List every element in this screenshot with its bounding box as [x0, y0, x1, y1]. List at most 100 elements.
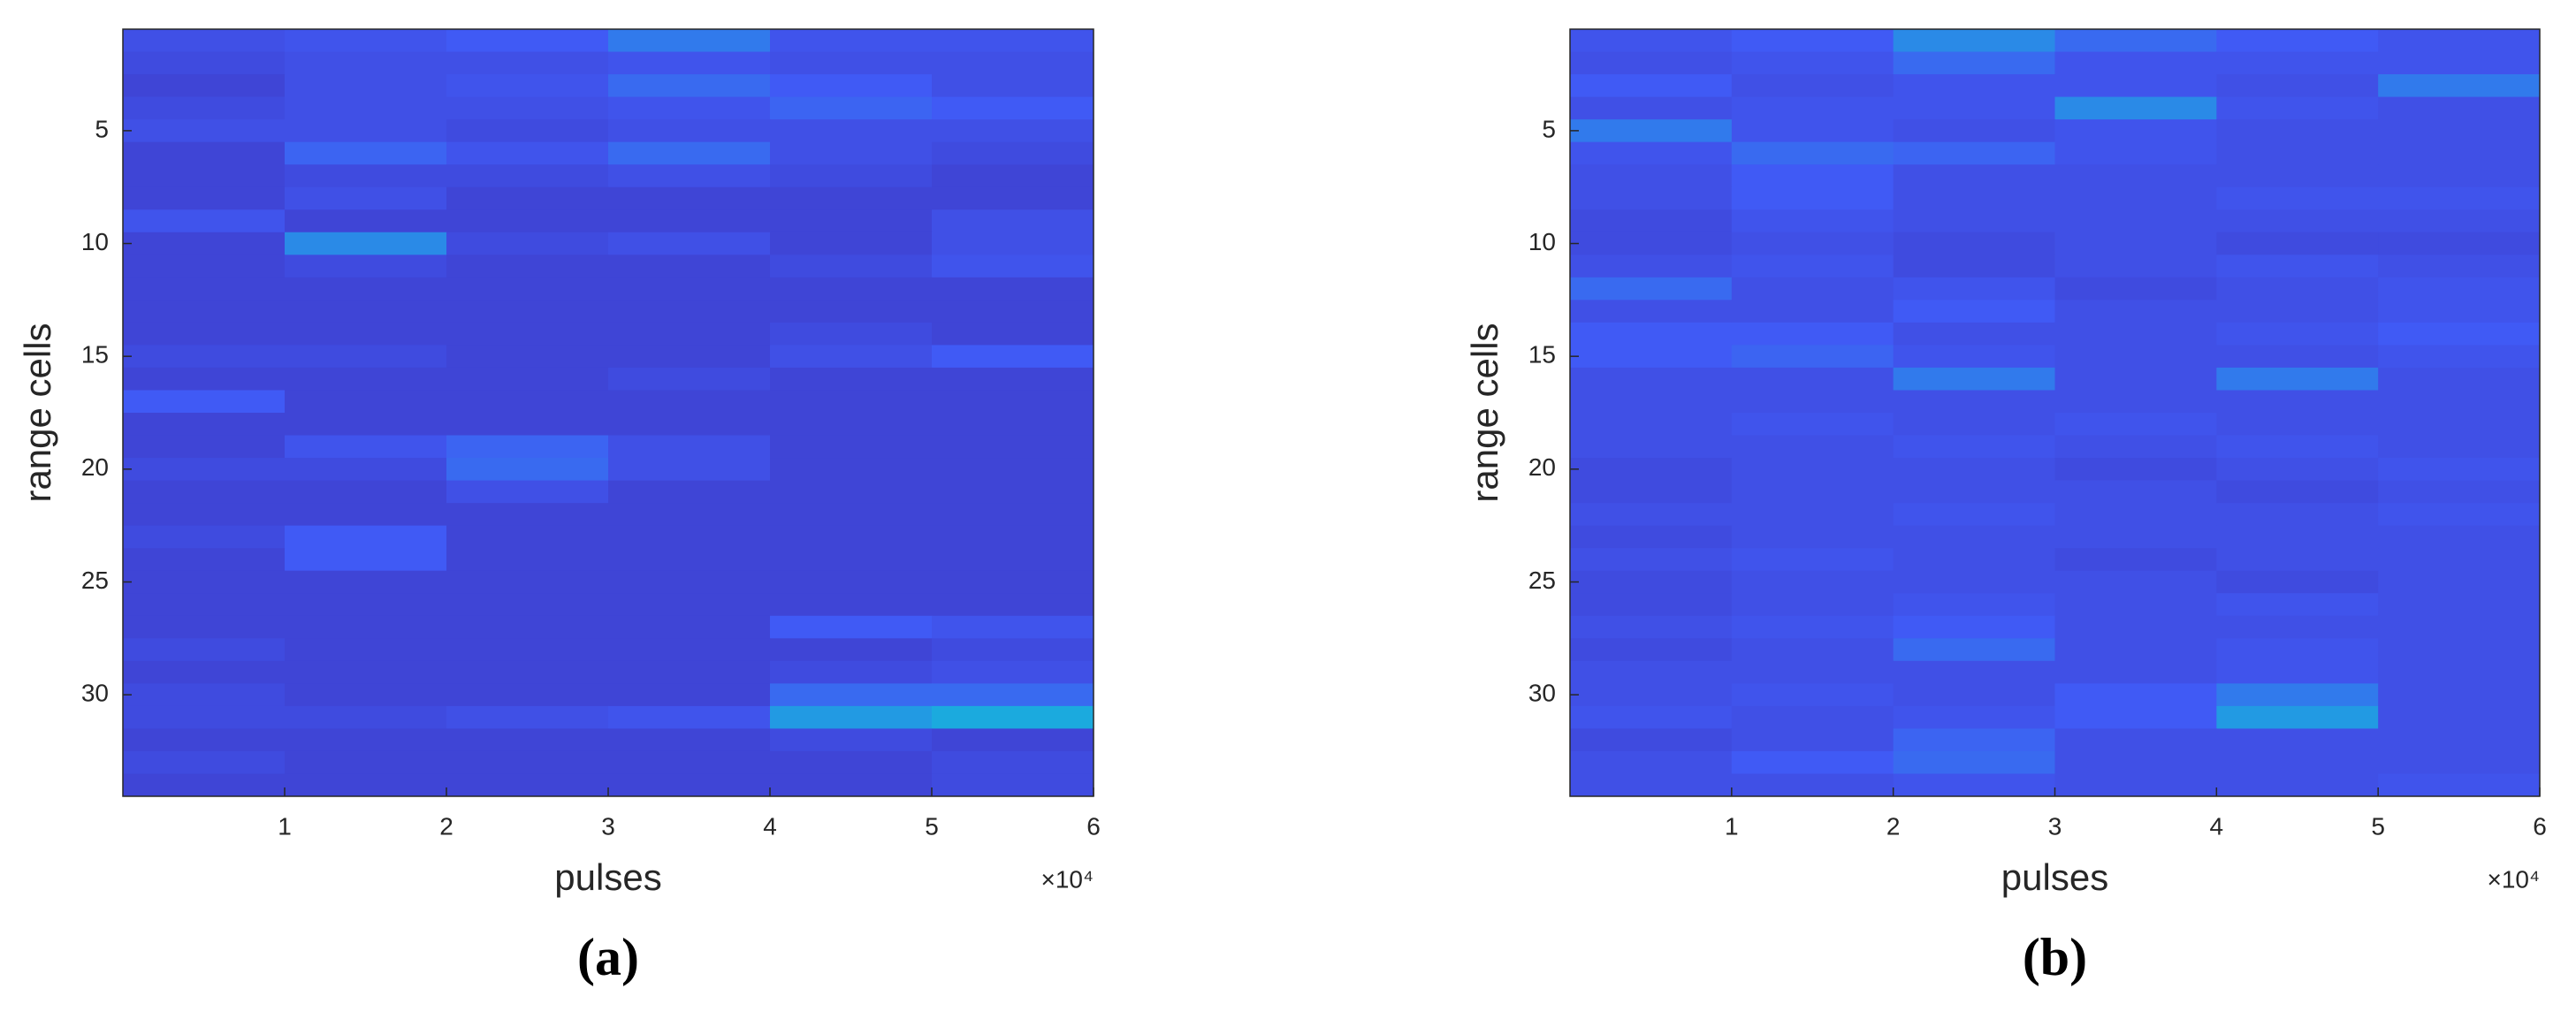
heat-cell	[770, 51, 933, 75]
heat-cell	[770, 683, 933, 707]
heat-cell	[2378, 29, 2541, 53]
heat-cell	[2054, 186, 2217, 210]
heat-cell	[285, 480, 447, 504]
y-tick-label: 15	[81, 341, 109, 369]
heat-cell	[446, 615, 609, 639]
heat-cell	[285, 773, 447, 797]
heat-cell	[608, 74, 771, 98]
heat-cell	[123, 503, 286, 527]
heat-cell	[1731, 367, 1894, 391]
heat-cell	[2216, 74, 2379, 98]
heat-cell	[2216, 96, 2379, 120]
y-tick-label: 20	[81, 453, 109, 481]
y-tick-label: 5	[95, 115, 109, 142]
heat-cell	[2054, 570, 2217, 594]
heat-cell	[2054, 750, 2217, 774]
heat-cell	[2378, 728, 2541, 752]
heat-cell	[2216, 232, 2379, 255]
heat-cell	[285, 390, 447, 414]
heat-cell	[446, 322, 609, 346]
heat-cell	[932, 458, 1094, 482]
x-axis-label: pulses	[554, 856, 661, 898]
panel: 1 2 3 4 5 6 5 10 15 20 25 30 ×10⁴ pulses range cells (a…	[17, 28, 1101, 986]
heat-cell	[285, 300, 447, 323]
heat-cell	[446, 186, 609, 210]
heat-cell	[608, 186, 771, 210]
heat-cell	[932, 593, 1094, 617]
heat-cell	[932, 186, 1094, 210]
y-tick-label: 25	[1528, 567, 1556, 594]
heat-cell	[608, 728, 771, 752]
heat-cell	[1731, 750, 1894, 774]
heat-cell	[1893, 683, 2055, 707]
x-tick-label: 2	[1886, 812, 1901, 840]
heat-cell	[2216, 390, 2379, 414]
heat-cell	[932, 435, 1094, 459]
heat-cell	[2216, 638, 2379, 662]
heat-cell	[1731, 186, 1894, 210]
heat-cell	[2378, 255, 2541, 278]
heat-cell	[123, 345, 286, 369]
heat-cell	[932, 300, 1094, 323]
y-tick-label: 25	[81, 567, 109, 594]
heat-cell	[608, 525, 771, 549]
heat-cell	[123, 773, 286, 797]
heat-cell	[770, 525, 933, 549]
heat-cell	[1893, 413, 2055, 437]
heat-cell	[2054, 683, 2217, 707]
heat-cell	[2378, 119, 2541, 143]
heat-cell	[285, 615, 447, 639]
heat-cell	[1893, 74, 2055, 98]
heat-cell	[285, 277, 447, 300]
heat-cell	[2054, 503, 2217, 527]
heat-cell	[2216, 255, 2379, 278]
heat-cell	[285, 119, 447, 143]
heat-cell	[123, 119, 286, 143]
heat-cell	[1893, 525, 2055, 549]
heat-cell	[2378, 51, 2541, 75]
heat-cell	[2054, 300, 2217, 323]
heat-cell	[2378, 413, 2541, 437]
heat-cell	[1570, 503, 1733, 527]
heat-cell	[932, 367, 1094, 391]
heat-cell	[123, 74, 286, 98]
heat-cell	[1570, 232, 1733, 255]
heat-cell	[446, 74, 609, 98]
heat-cell	[1731, 29, 1894, 53]
y-tick-label: 15	[1528, 341, 1556, 369]
heat-cell	[123, 164, 286, 188]
heat-cell	[608, 480, 771, 504]
heat-cell	[2216, 29, 2379, 53]
heat-cell	[932, 638, 1094, 662]
heat-cell	[932, 96, 1094, 120]
heat-cell	[1570, 750, 1733, 774]
heat-cell	[932, 413, 1094, 437]
heat-cell	[1731, 638, 1894, 662]
heat-cell	[2378, 683, 2541, 707]
heat-cell	[446, 119, 609, 143]
heat-cell	[1570, 29, 1733, 53]
heat-cell	[608, 615, 771, 639]
heat-cell	[285, 141, 447, 165]
heat-cell	[1570, 164, 1733, 188]
heat-cell	[1570, 186, 1733, 210]
heat-cell	[1731, 615, 1894, 639]
heat-cell	[1731, 525, 1894, 549]
heat-cell	[2378, 458, 2541, 482]
x-tick-label: 5	[925, 812, 939, 840]
heat-cell	[446, 29, 609, 53]
heat-cell	[2216, 660, 2379, 684]
heat-cell	[608, 570, 771, 594]
heat-cell	[1570, 683, 1733, 707]
x-multiplier: ×10⁴	[2487, 865, 2540, 893]
heat-cell	[2216, 458, 2379, 482]
heat-cell	[2378, 367, 2541, 391]
heat-cell	[285, 51, 447, 75]
heat-cell	[2054, 638, 2217, 662]
heat-cell	[2216, 593, 2379, 617]
heat-cell	[1893, 660, 2055, 684]
heat-cell	[123, 548, 286, 572]
heat-cell	[1893, 705, 2055, 729]
heat-cell	[2054, 548, 2217, 572]
